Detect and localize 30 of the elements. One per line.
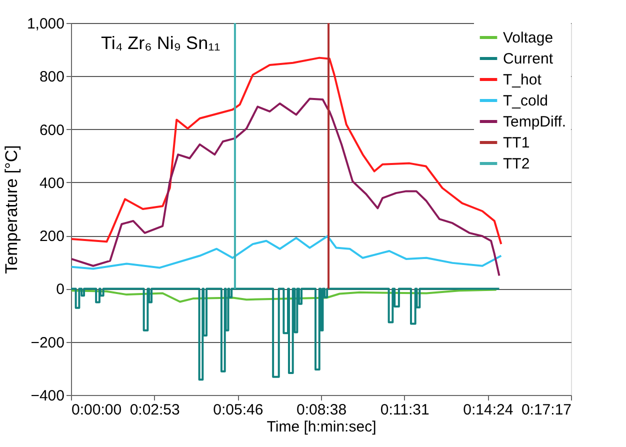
x-tick-label: 0:00:00 <box>72 402 122 418</box>
x-axis-title: Time [h:min:sec] <box>266 418 376 436</box>
x-tick-label: 0:17:17 <box>521 402 572 418</box>
line-series <box>71 288 498 303</box>
legend-label: Voltage <box>503 30 554 46</box>
annotation: Ti₄ Zr₆ Ni₉ Sn₁₁ <box>101 33 220 53</box>
x-tick-label: 0:02:53 <box>130 402 180 418</box>
legend-label: Current <box>503 50 554 68</box>
x-tick-label: 0:05:46 <box>213 402 264 418</box>
line-series <box>71 288 500 381</box>
y-tick-label: 600 <box>39 122 64 139</box>
y-tick-label: −200 <box>30 334 64 352</box>
legend-label: TempDiff. <box>503 114 566 130</box>
y-tick-label: 0 <box>56 281 64 298</box>
y-tick-label: −400 <box>30 388 64 404</box>
legend-label: T_cold <box>503 92 548 110</box>
legend-label: TT2 <box>503 156 530 172</box>
line-series <box>71 98 500 277</box>
x-tick-label: 0:08:38 <box>296 402 347 418</box>
x-tick-label: 0:11:31 <box>380 402 430 418</box>
y-axis-title: Temperature [°C] <box>2 145 21 274</box>
legend-label: TT1 <box>503 134 530 152</box>
y-tick-label: 400 <box>39 174 64 192</box>
y-tick-label: 200 <box>39 228 64 246</box>
y-tick-label: 800 <box>39 68 64 86</box>
line-series <box>71 56 502 246</box>
line-series <box>71 235 502 270</box>
y-tick-label: 1,000 <box>26 16 64 32</box>
x-tick-label: 0:14:24 <box>463 402 514 418</box>
legend-label: T_hot <box>503 72 542 88</box>
